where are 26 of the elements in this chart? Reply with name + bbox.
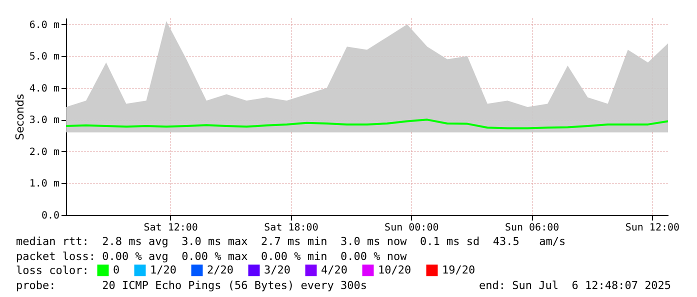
y-tick-label: 2.0 m	[29, 146, 60, 158]
text: probe: 20 ICMP Echo Pings (56 Bytes) every 300s	[16, 279, 367, 292]
line-series	[65, 118, 669, 130]
x-tick-label: Sat 18:00	[264, 222, 318, 234]
text: end: Sun Jul 6 12:48:07 2025	[479, 279, 672, 292]
y-tick-label: 4.0 m	[29, 83, 60, 94]
text: median rtt: 2.8 ms avg 3.0 ms max 2.7 ms min 3.0 ms now 0.1 ms sd 43.5 am/s	[16, 235, 566, 248]
legend-label: 4/20	[321, 263, 348, 276]
x-tick-label: Sun 06:00	[504, 222, 560, 234]
legend-label: 19/20	[442, 263, 476, 276]
y-tick-label: 0.0	[41, 210, 60, 222]
legend-label: 2/20	[207, 263, 234, 276]
legend-label: 10/20	[378, 263, 412, 276]
legend-label: 0	[113, 263, 120, 276]
x-tick-label: Sun 00:00	[384, 222, 439, 234]
text: packet loss: 0.00 % avg 0.00 % max 0.00 % min 0.00 % now	[16, 250, 407, 263]
x-tick-label: Sat 12:00	[144, 222, 198, 234]
x-tick-label: Sun 12:00	[625, 222, 680, 234]
y-tick-label: 5.0 m	[29, 52, 60, 63]
legend-label: 1/20	[150, 263, 176, 276]
legend-title: loss color:	[16, 264, 89, 277]
legend-label: 3/20	[264, 263, 290, 276]
y-tick-label: 6.0 m	[29, 20, 60, 31]
y-axis-title: Seconds	[13, 94, 26, 140]
y-tick-label: 1.0 m	[29, 178, 60, 190]
y-tick-label: 3.0 m	[29, 115, 60, 126]
